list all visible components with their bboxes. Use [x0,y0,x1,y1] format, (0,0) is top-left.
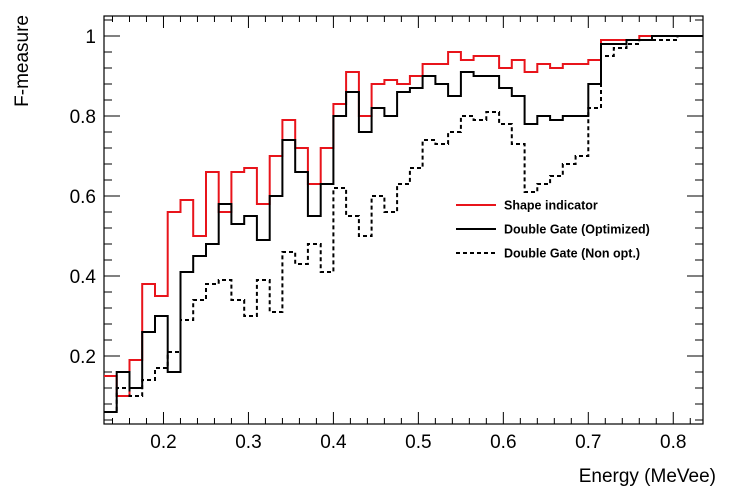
y-tick-label: 1 [85,27,96,48]
legend-label-1: Shape indicator [504,199,598,213]
plot-frame [103,15,704,425]
axes-layer: 0.2 0.3 0.4 0.5 0.6 0.7 0.8 0.2 0.4 0.6 0.8 1 [70,16,703,453]
x-tick-label: 0.2 [150,432,176,453]
legend-label-2: Double Gate (Optimized) [504,223,650,237]
x-tick-label: 0.5 [405,432,431,453]
x-axis-title: Energy (MeVee) [579,466,716,487]
x-tick-label: 0.8 [660,432,686,453]
x-tick-label: 0.6 [490,432,516,453]
series-layer [104,35,703,413]
x-tick-label: 0.7 [575,432,601,453]
y-tick-label: 0.8 [70,107,96,128]
series-line-3 [104,35,703,413]
x-tick-label: 0.4 [320,432,347,453]
y-tick-label: 0.4 [70,267,97,288]
x-tick-label: 0.3 [235,432,261,453]
y-tick-label: 0.2 [70,347,96,368]
y-tick-label: 0.6 [70,187,96,208]
series-line-1 [104,35,703,397]
plot-area [103,15,704,425]
series-line-2 [104,35,703,413]
legend: Shape indicator Double Gate (Optimized) Do… [456,199,650,261]
legend-label-3: Double Gate (Non opt.) [504,247,640,261]
y-axis-title: F-measure [12,15,33,107]
